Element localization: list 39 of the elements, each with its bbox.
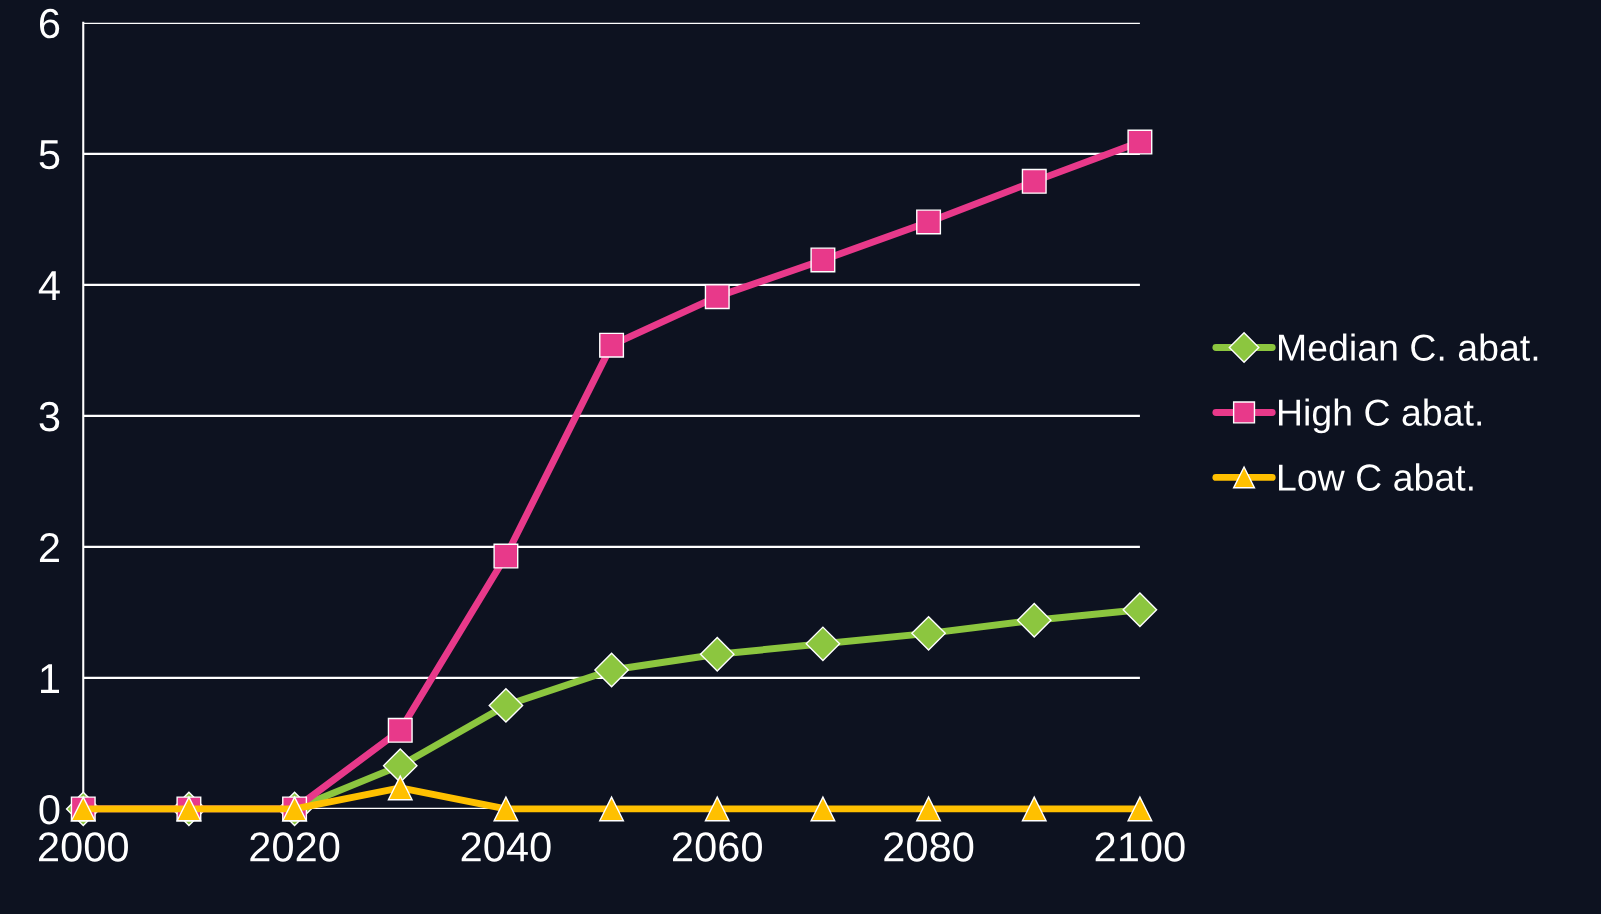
point [1016,602,1052,638]
point [387,775,413,801]
point [704,284,730,310]
x-tick-label: 2020 [250,832,340,862]
y-tick-label: 2 [39,532,59,562]
point [599,332,625,358]
y-tick-label: 5 [39,140,60,170]
point [1021,796,1047,822]
y-tick-label: 4 [38,271,60,300]
point [1122,592,1158,628]
point [1127,129,1153,155]
x-tick-label: 2100 [1095,832,1185,862]
point [1021,168,1047,194]
point [493,796,519,822]
point [911,615,946,651]
point [704,796,730,822]
point [1127,796,1153,822]
point [810,247,836,273]
point [493,543,519,569]
point [916,209,942,235]
y-tick-label: 1 [41,664,59,693]
y-tick-label: 6 [39,8,60,39]
point [805,626,841,662]
point [699,636,735,672]
legend-label: Median C. abat. [1279,333,1538,361]
point [916,796,942,822]
point [488,688,524,723]
y-tick-label: 0 [39,794,60,825]
x-tick-label: 2000 [39,832,128,862]
point [810,796,836,822]
point [387,717,413,743]
x-tick-label: 2060 [673,832,762,862]
point [594,652,629,688]
x-tick-label: 2040 [461,832,551,862]
point [599,796,625,822]
legend-label: Low C abat. [1279,463,1473,491]
x-tick-label: 2080 [884,832,974,862]
legend-label: High C abat. [1279,398,1481,434]
y-tick-label: 3 [39,401,60,432]
